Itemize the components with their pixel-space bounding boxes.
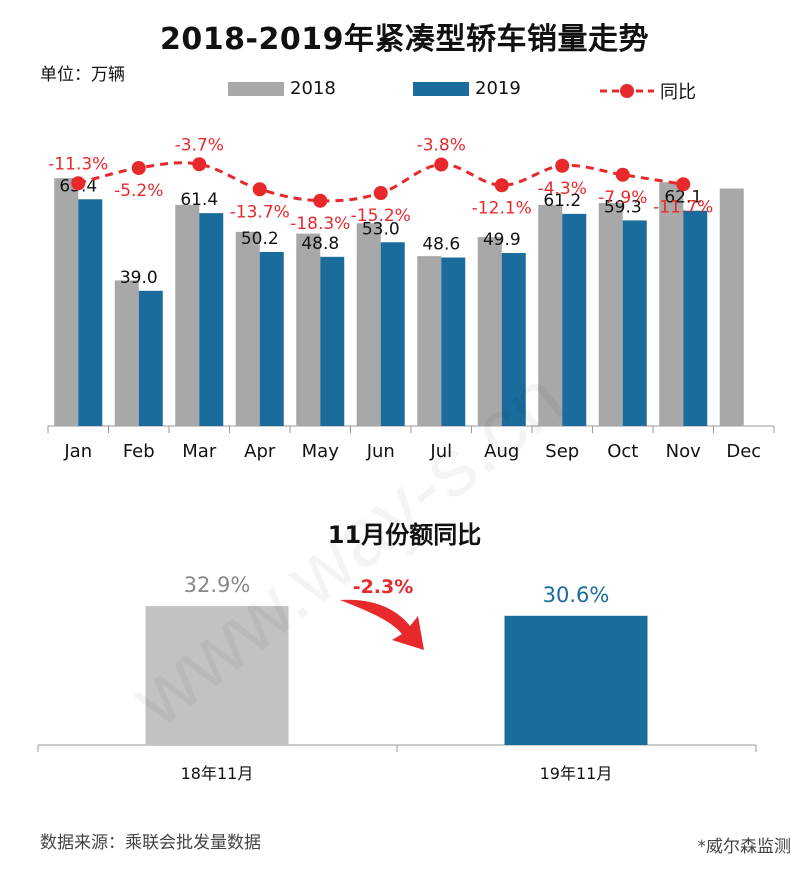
yoy-label: -3.8% bbox=[417, 136, 466, 156]
bar-2018 bbox=[598, 203, 623, 426]
yoy-label: -3.7% bbox=[175, 135, 224, 155]
bar-2018 bbox=[235, 231, 260, 426]
x-tick-label: Dec bbox=[726, 441, 761, 462]
legend-item-2019: 2019 bbox=[413, 78, 521, 99]
x-tick-label: Nov bbox=[666, 441, 701, 462]
bar-2019 bbox=[259, 251, 284, 426]
x-tick-label: Apr bbox=[244, 441, 276, 462]
yoy-point bbox=[615, 167, 630, 182]
bar-2018 bbox=[719, 188, 744, 426]
yoy-point bbox=[252, 182, 267, 197]
bar-2019-label: 59.3 bbox=[604, 197, 642, 217]
x-tick-label: Oct bbox=[607, 441, 638, 462]
bar-2019-label: 61.4 bbox=[180, 190, 218, 210]
bar-2018 bbox=[175, 204, 200, 426]
unit-label: 单位：万辆 bbox=[40, 65, 125, 85]
bar-2019-label: 50.2 bbox=[241, 229, 279, 249]
x-tick-label: Aug bbox=[484, 441, 519, 462]
yoy-label: -7.9% bbox=[598, 188, 647, 208]
bar-2018 bbox=[417, 256, 442, 426]
bar-2019-label: 62.1 bbox=[664, 188, 702, 208]
share-x-tick-label: 18年11月 bbox=[181, 764, 254, 783]
bar-2019 bbox=[562, 213, 587, 426]
yoy-label: -18.3% bbox=[290, 214, 350, 234]
yoy-label: -11.7% bbox=[653, 197, 713, 217]
share-bar-label: 32.9% bbox=[184, 573, 251, 597]
bar-2019 bbox=[380, 242, 405, 426]
monitor-note: *威尔森监测 bbox=[697, 837, 792, 857]
bar-2019 bbox=[138, 290, 163, 426]
share-bar bbox=[504, 615, 648, 745]
bar-2019 bbox=[501, 253, 526, 426]
decrease-arrow-icon bbox=[340, 599, 424, 650]
yoy-label: -11.3% bbox=[48, 154, 108, 174]
x-tick-label: Jan bbox=[63, 441, 92, 462]
yoy-label: -5.2% bbox=[114, 181, 163, 201]
monthly-sales-chart: 65.4Jan39.0Feb61.4Mar50.2Apr48.8May53.0J… bbox=[47, 135, 775, 462]
yoy-point bbox=[676, 177, 691, 192]
bar-2018 bbox=[54, 178, 79, 426]
bar-2019-label: 49.9 bbox=[483, 230, 521, 250]
data-source: 数据来源：乘联会批发量数据 bbox=[40, 833, 261, 853]
yoy-point bbox=[131, 161, 146, 175]
share-bar bbox=[145, 606, 289, 745]
bar-2019 bbox=[622, 220, 647, 426]
yoy-label: -12.1% bbox=[472, 198, 532, 218]
bar-2018 bbox=[538, 204, 563, 426]
bar-2019-label: 61.2 bbox=[543, 191, 581, 211]
yoy-label: -15.2% bbox=[351, 206, 411, 226]
yoy-point bbox=[434, 157, 449, 172]
legend-item-2018: 2018 bbox=[228, 78, 336, 99]
legend-label-2018: 2018 bbox=[290, 78, 336, 99]
bar-2019 bbox=[441, 257, 466, 426]
share-change-label: -2.3% bbox=[353, 576, 414, 598]
bar-2019-label: 39.0 bbox=[120, 268, 158, 288]
bar-2018 bbox=[296, 233, 321, 426]
bar-2019 bbox=[320, 256, 345, 426]
legend-label-yoy: 同比 bbox=[660, 82, 696, 103]
bar-2018 bbox=[114, 280, 139, 426]
bar-2019-label: 53.0 bbox=[362, 219, 400, 239]
yoy-point bbox=[373, 186, 388, 200]
yoy-label: -13.7% bbox=[230, 202, 290, 222]
x-tick-label: Jul bbox=[429, 441, 452, 462]
x-tick-label: Sep bbox=[545, 441, 579, 462]
x-tick-label: Feb bbox=[123, 441, 155, 462]
bar-2018 bbox=[659, 182, 684, 426]
bar-2019-label: 48.6 bbox=[422, 235, 460, 255]
legend-label-2019: 2019 bbox=[475, 78, 521, 99]
yoy-point bbox=[494, 178, 509, 193]
x-tick-label: May bbox=[302, 441, 340, 462]
yoy-label: -4.3% bbox=[538, 179, 587, 199]
bar-2019 bbox=[199, 213, 224, 426]
yoy-point bbox=[192, 157, 207, 172]
share-chart: 32.9% 18年11月 30.6% 19年11月 -2.3% bbox=[37, 573, 757, 783]
share-bar-label: 30.6% bbox=[543, 583, 610, 607]
bar-2019 bbox=[683, 210, 708, 426]
x-tick-label: Jun bbox=[366, 441, 395, 462]
bar-2018 bbox=[356, 223, 381, 426]
chart-title: 2018-2019年紧凑型轿车销量走势 bbox=[160, 22, 649, 57]
yoy-point bbox=[71, 176, 86, 191]
bar-2018 bbox=[477, 237, 502, 426]
legend-swatch-2018 bbox=[228, 81, 284, 96]
legend-item-yoy: 同比 bbox=[598, 78, 696, 104]
legend-swatch-2019 bbox=[413, 81, 469, 96]
yoy-point bbox=[555, 158, 570, 173]
bar-2019 bbox=[78, 199, 103, 426]
legend-swatch-yoy bbox=[600, 84, 654, 98]
x-tick-label: Mar bbox=[182, 441, 217, 462]
bar-2019-label: 48.8 bbox=[301, 234, 339, 254]
share-x-tick-label: 19年11月 bbox=[540, 764, 613, 783]
yoy-point bbox=[313, 193, 328, 208]
share-chart-title: 11月份额同比 bbox=[327, 521, 482, 549]
